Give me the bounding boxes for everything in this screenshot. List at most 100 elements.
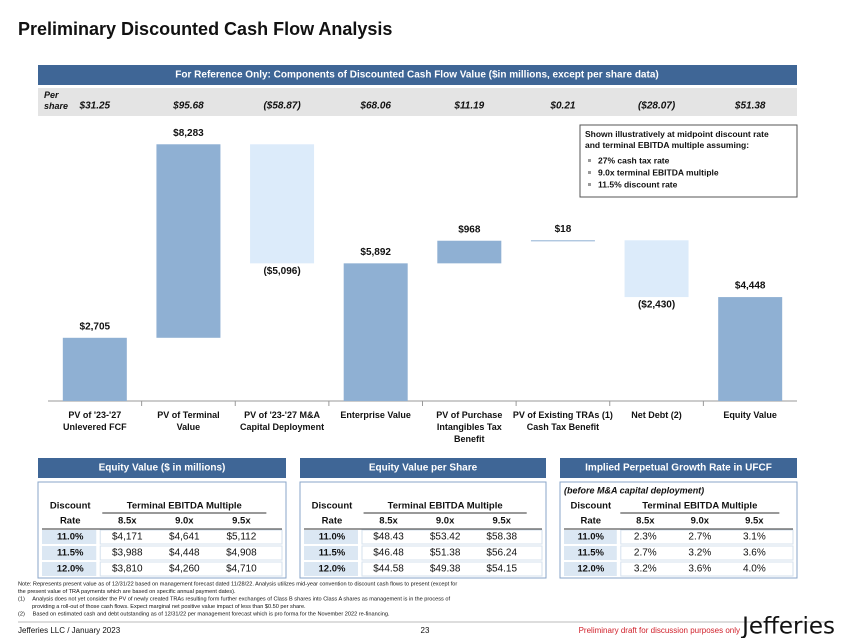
table-header-bar: [560, 458, 797, 478]
table-cell: 2.7%: [634, 548, 657, 559]
rate-cell-text: 11.0%: [57, 532, 84, 543]
data-label: ($2,430): [638, 300, 675, 311]
table-cell: $44.58: [373, 564, 404, 575]
multiple-header: Terminal EBITDA Multiple: [127, 501, 242, 512]
rate-header: Discount: [312, 501, 353, 512]
row-band: [620, 561, 794, 577]
row-band: [620, 545, 794, 561]
table-cell: 3.6%: [743, 548, 766, 559]
row-band: [99, 529, 283, 545]
multiple-header: Terminal EBITDA Multiple: [642, 501, 757, 512]
rate-cell: [42, 530, 97, 544]
page-title: Preliminary Discounted Cash Flow Analysi…: [18, 19, 392, 39]
table-cell: $4,641: [169, 532, 200, 543]
data-label: ($5,096): [263, 266, 300, 277]
table-subtitle: (before M&A capital deployment): [564, 485, 704, 495]
annotation-box: [579, 124, 798, 198]
table-cell: $4,171: [112, 532, 143, 543]
rate-cell-text: 12.0%: [319, 564, 346, 575]
page-number: 23: [421, 626, 430, 635]
draft-note: Preliminary draft for discussion purpose…: [579, 626, 740, 635]
bar: [343, 263, 408, 401]
table-cell: $58.38: [486, 532, 517, 543]
annotation-heading: Shown illustratively at midpoint discoun…: [585, 129, 769, 150]
footnote: the present value of TRA payments which …: [18, 589, 236, 595]
bar: [624, 240, 689, 298]
rate-cell: [564, 546, 617, 560]
row-band: [99, 561, 283, 577]
multiple: 9.0x: [691, 516, 710, 527]
multiple: 9.0x: [436, 516, 455, 527]
multiple: 8.5x: [636, 516, 655, 527]
rate-header: Discount: [570, 501, 611, 512]
bar: [156, 144, 221, 338]
row-band: [361, 529, 543, 545]
footer-left: Jefferies LLC / January 2023: [18, 626, 121, 635]
rate-cell-text: 11.0%: [578, 532, 605, 543]
data-label: $5,892: [360, 247, 391, 258]
rate-cell: [42, 562, 97, 576]
table-cell: $5,112: [226, 532, 256, 543]
rate-cell-text: 11.5%: [57, 548, 84, 559]
bar: [718, 297, 783, 401]
table-cell: $3,810: [112, 564, 143, 575]
multiple: 9.5x: [492, 516, 511, 527]
multiple: 9.5x: [745, 516, 764, 527]
row-band: [620, 529, 794, 545]
table-cell: 3.2%: [688, 548, 711, 559]
category-label: PV of Terminal Value: [157, 410, 219, 432]
row-band: [99, 545, 283, 561]
category-label: PV of Existing TRAs (1) Cash Tax Benefit: [513, 410, 613, 432]
annotation-bullet: 27% cash tax rate: [598, 155, 670, 165]
rate-cell: [304, 562, 358, 576]
per-share-band: [38, 88, 797, 116]
bar: [437, 240, 502, 264]
footnote: providing a roll-out of those cash flows…: [18, 604, 306, 610]
multiple-header: Terminal EBITDA Multiple: [388, 501, 503, 512]
per-share-value: $0.21: [549, 101, 575, 112]
table-cell: $3,988: [112, 548, 143, 559]
table-cell: $54.15: [486, 564, 517, 575]
rate-cell-text: 12.0%: [57, 564, 84, 575]
rate-cell: [564, 530, 617, 544]
rate-cell-text: 11.5%: [319, 548, 346, 559]
category-label: Net Debt (2): [631, 410, 682, 420]
category-label: Equity Value: [723, 410, 777, 420]
table-cell: $49.38: [430, 564, 461, 575]
bar: [62, 337, 127, 401]
multiple: 9.0x: [175, 516, 194, 527]
table-cell: $4,710: [226, 564, 257, 575]
rate-cell: [304, 530, 358, 544]
bullet: [588, 159, 591, 162]
data-label: $968: [458, 224, 481, 235]
multiple: 8.5x: [118, 516, 137, 527]
data-label: $8,283: [173, 128, 204, 139]
logo: Jefferies: [740, 614, 835, 638]
rate-cell-text: 11.0%: [319, 532, 346, 543]
table-cell: 3.6%: [688, 564, 711, 575]
table-cell: 3.2%: [634, 564, 657, 575]
footnote: Note: Represents present value as of 12/…: [18, 581, 457, 587]
banner: For Reference Only: Components of Discou…: [175, 70, 658, 81]
per-share-value: $11.19: [453, 101, 484, 112]
per-share-value: $51.38: [734, 101, 766, 112]
rate-cell-text: 11.5%: [578, 548, 605, 559]
rate-cell: [304, 546, 358, 560]
rate-cell: [42, 546, 97, 560]
table-cell: 2.3%: [634, 532, 657, 543]
table-cell: 4.0%: [743, 564, 766, 575]
table-cell: $4,448: [169, 548, 200, 559]
per-share-value: ($28.07): [638, 101, 676, 112]
table-title: Equity Value per Share: [369, 463, 478, 474]
table-cell: $4,908: [226, 548, 257, 559]
table-cell: $51.38: [430, 548, 461, 559]
table-cell: 2.7%: [688, 532, 711, 543]
rate-header: Discount: [50, 501, 91, 512]
rate-cell: [564, 562, 617, 576]
bullet: [588, 183, 591, 186]
rate-header: Rate: [60, 516, 81, 527]
annotation-bullet: 9.0x terminal EBITDA multiple: [598, 167, 719, 177]
per-share-value: $95.68: [172, 101, 204, 112]
table-header-bar: [300, 458, 546, 478]
